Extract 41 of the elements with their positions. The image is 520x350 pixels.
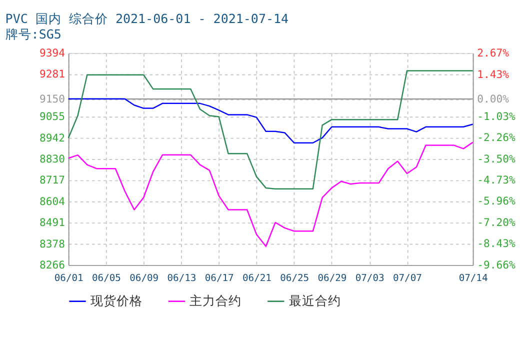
y-tick-label: 8604	[40, 196, 65, 208]
chart-title: PVC 国内 综合价 2021-06-01 - 2021-07-14	[5, 11, 289, 26]
legend-label: 现货价格	[90, 293, 143, 308]
y2-tick-label: -9.66%	[477, 259, 516, 272]
chart-subtitle: 牌号:SG5	[5, 26, 62, 42]
x-tick-label: 06/29	[318, 272, 347, 284]
x-tick-label: 06/05	[92, 272, 122, 284]
x-tick-label: 06/25	[280, 272, 310, 284]
x-tick-label: 07/07	[392, 272, 422, 284]
y-tick-label: 9281	[40, 68, 65, 81]
y-tick-label: 9394	[40, 47, 65, 60]
y-tick-label: 8378	[40, 238, 65, 250]
y2-tick-label: -7.20%	[477, 217, 516, 230]
line-series	[68, 98, 474, 144]
x-tick-label: 06/09	[130, 272, 159, 284]
y-tick-label: 8266	[40, 259, 65, 272]
line-series	[68, 70, 474, 190]
y-tick-label: 9055	[40, 111, 65, 124]
y2-tick-label: -1.03%	[477, 111, 516, 124]
legend-label: 主力合约	[190, 293, 242, 308]
line-series	[68, 142, 474, 247]
y-tick-label: 8717	[40, 174, 65, 187]
x-tick-label: 06/21	[242, 272, 272, 284]
x-tick-label: 06/13	[167, 272, 196, 284]
y-tick-label: 8491	[40, 217, 65, 230]
y-tick-label: 8830	[40, 153, 65, 166]
y2-tick-label: 2.67%	[477, 47, 510, 60]
y2-tick-label: -4.73%	[477, 174, 516, 187]
legend-label: 最近合约	[288, 293, 341, 308]
y2-tick-label: -3.50%	[477, 153, 516, 166]
y2-tick-label: -8.43%	[477, 238, 516, 250]
x-tick-label: 07/14	[458, 272, 488, 284]
y-tick-label: 8942	[40, 132, 65, 144]
x-tick-label: 07/03	[355, 272, 385, 284]
y2-tick-label: -2.26%	[477, 132, 516, 144]
x-tick-label: 06/01	[54, 272, 84, 284]
y2-tick-label: 1.43%	[477, 68, 510, 81]
y2-tick-label: 0.00%	[477, 93, 510, 106]
y2-tick-label: -5.96%	[477, 196, 516, 208]
y-tick-label: 9150	[40, 93, 65, 106]
x-tick-label: 06/17	[204, 272, 234, 284]
